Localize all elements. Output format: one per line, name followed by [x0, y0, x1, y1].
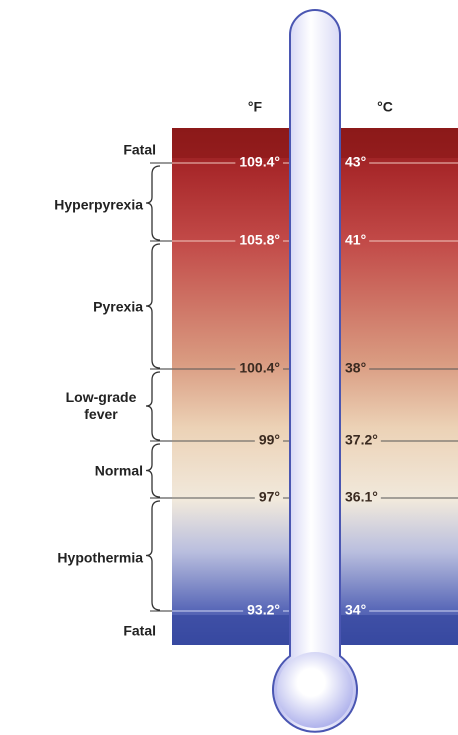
- fahrenheit-label: 100.4°: [239, 360, 280, 376]
- fahrenheit-label: 105.8°: [239, 232, 280, 248]
- celsius-label: 37.2°: [345, 432, 378, 448]
- zone-brace: [146, 372, 160, 440]
- fahrenheit-label: 109.4°: [239, 154, 280, 170]
- zone-label: Pyrexia: [93, 299, 143, 316]
- zone-label: Normal: [95, 463, 143, 480]
- celsius-label: 43°: [345, 154, 366, 170]
- zone-label: Hypothermia: [57, 550, 143, 567]
- zone-label: Low-grade fever: [59, 389, 143, 423]
- thermometer-bulb: [277, 652, 353, 728]
- celsius-header: °C: [377, 99, 393, 115]
- fahrenheit-header: °F: [248, 99, 263, 115]
- zone-brace: [146, 166, 160, 240]
- diagram: °F °C 109.4° 43° 105.8° 41° 100.4° 38° 99° 37.2…: [0, 0, 458, 735]
- zone-label: Hyperpyrexia: [54, 197, 143, 214]
- zone-brace: [146, 244, 160, 368]
- celsius-label: 36.1°: [345, 489, 378, 505]
- celsius-label: 41°: [345, 232, 366, 248]
- zone-label: Fatal: [123, 623, 156, 640]
- fahrenheit-label: 97°: [259, 489, 280, 505]
- celsius-label: 34°: [345, 602, 366, 618]
- fahrenheit-label: 99°: [259, 432, 280, 448]
- fahrenheit-label: 93.2°: [247, 602, 280, 618]
- celsius-label: 38°: [345, 360, 366, 376]
- zone-brace: [146, 444, 160, 497]
- thermometer-diagram: °F °C 109.4° 43° 105.8° 41° 100.4° 38° 99° 37.2…: [0, 0, 458, 735]
- zone-brace: [146, 501, 160, 610]
- zone-label: Fatal: [123, 142, 156, 159]
